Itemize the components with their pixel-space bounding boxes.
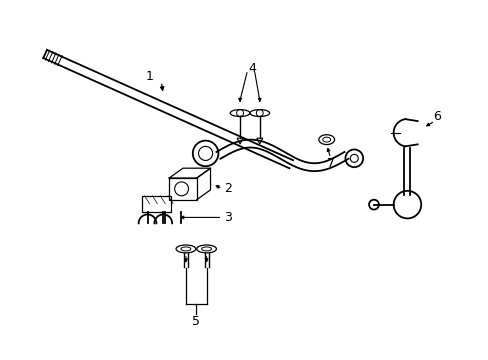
Text: 7: 7 [326,157,334,170]
Text: 2: 2 [224,183,232,195]
Text: 4: 4 [247,62,255,75]
Text: 5: 5 [192,315,200,328]
Text: 1: 1 [145,70,153,83]
Text: 3: 3 [224,211,232,224]
Text: 6: 6 [432,109,440,122]
